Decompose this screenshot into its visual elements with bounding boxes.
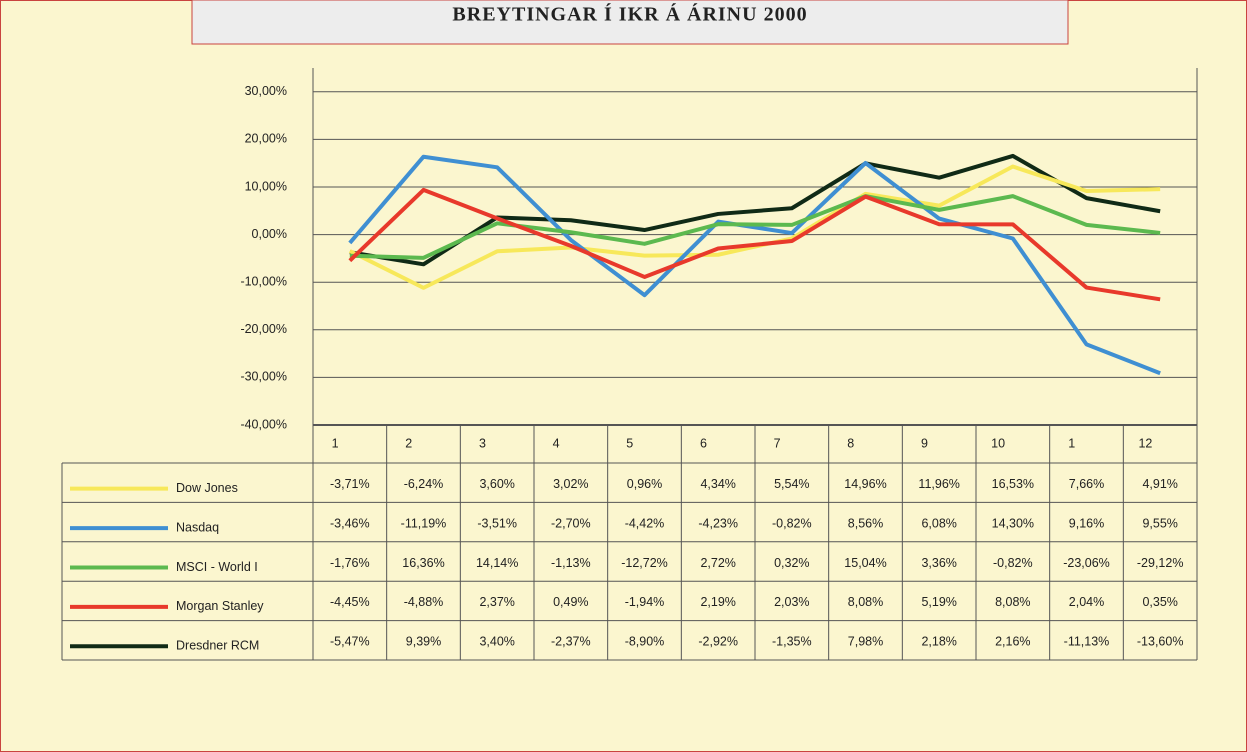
x-tick-label: 12 [1138,436,1152,450]
x-tick-label: 10 [991,436,1005,450]
legend-label: Morgan Stanley [176,599,264,613]
table-cell: 3,40% [479,635,514,649]
table-cell: -12,72% [621,556,668,570]
table-cell: 0,32% [774,556,809,570]
table-cell: 3,36% [921,556,956,570]
series-line [349,194,1161,260]
table-cell: 9,39% [406,635,441,649]
table-cell: 2,04% [1069,595,1104,609]
x-tick-label: 3 [479,436,486,450]
table-cell: -2,92% [698,635,738,649]
title-box [191,0,1069,45]
table-cell: -6,24% [404,477,444,491]
table-cell: -23,06% [1063,556,1110,570]
table-cell: 8,56% [848,516,883,530]
table-cell: -13,60% [1137,635,1184,649]
table-cell: 16,36% [402,556,444,570]
table-cell: 2,37% [479,595,514,609]
table-cell: -1,94% [625,595,665,609]
table-cell: 2,19% [700,595,735,609]
table-cell: 6,08% [921,516,956,530]
table-cell: 7,98% [848,635,883,649]
table-cell: -1,76% [330,556,370,570]
y-tick-label: -10,00% [240,274,287,288]
y-tick-label: -20,00% [240,322,287,336]
table-cell: -11,19% [401,516,447,530]
y-tick-label: 30,00% [245,84,287,98]
table-cell: -1,35% [772,635,812,649]
series-line [349,153,1161,267]
table-cell: -1,13% [551,556,591,570]
table-cell: -5,47% [330,635,370,649]
table-cell: -0,82% [772,516,812,530]
table-cell: -4,23% [698,516,738,530]
x-tick-label: 2 [405,436,412,450]
y-tick-label: -40,00% [240,417,287,431]
y-tick-label: 20,00% [245,132,287,146]
table-cell: -8,90% [625,635,665,649]
table-cell: -29,12% [1137,556,1184,570]
legend-label: Dow Jones [176,481,238,495]
x-tick-label: 9 [921,436,928,450]
table-cell: -3,71% [330,477,370,491]
x-tick-label: 5 [626,436,633,450]
table-cell: 5,19% [921,595,956,609]
y-tick-label: 0,00% [252,227,287,241]
table-cell: 8,08% [848,595,883,609]
legend-label: Nasdaq [176,520,219,534]
x-tick-label: 8 [847,436,854,450]
table-cell: 4,34% [700,477,735,491]
table-cell: 3,60% [479,477,514,491]
table-cell: -4,42% [625,516,665,530]
table-cell: 9,55% [1142,516,1177,530]
table-cell: 11,96% [918,477,959,491]
table-cell: 7,66% [1069,477,1104,491]
legend-label: Dresdner RCM [176,639,259,653]
table-cell: 8,08% [995,595,1030,609]
table-cell: 2,03% [774,595,809,609]
y-tick-label: -30,00% [240,370,287,384]
x-tick-label: 7 [774,436,781,450]
x-tick-label: 4 [553,436,560,450]
table-cell: 15,04% [844,556,886,570]
table-cell: -4,45% [330,595,370,609]
table-cell: -11,13% [1064,635,1110,649]
table-cell: -3,51% [477,516,517,530]
table-cell: -2,70% [551,516,591,530]
series-line [348,154,1161,376]
table-cell: -2,37% [551,635,591,649]
table-cell: 0,49% [553,595,588,609]
x-tick-label: 1 [332,436,339,450]
table-cell: 5,54% [774,477,809,491]
x-tick-label: 1 [1068,436,1075,450]
table-cell: 4,91% [1142,477,1177,491]
x-tick-label: 6 [700,436,707,450]
table-cell: 9,16% [1069,516,1104,530]
table-cell: 2,18% [921,635,956,649]
series-line [348,187,1161,302]
table-cell: 2,16% [995,635,1030,649]
table-cell: -3,46% [330,516,370,530]
legend-label: MSCI - World I [176,560,258,574]
chart-title: BREYTINGAR Í IKR Á ÁRINU 2000 [452,3,807,26]
y-tick-label: 10,00% [245,179,287,193]
table-cell: 14,96% [844,477,886,491]
table-cell: 2,72% [700,556,735,570]
table-cell: 0,96% [627,477,662,491]
table-cell: -0,82% [993,556,1033,570]
table-cell: 14,30% [992,516,1034,530]
table-cell: 0,35% [1142,595,1177,609]
table-cell: 3,02% [553,477,588,491]
table-cell: -4,88% [404,595,444,609]
table-cell: 16,53% [992,477,1034,491]
table-cell: 14,14% [476,556,518,570]
